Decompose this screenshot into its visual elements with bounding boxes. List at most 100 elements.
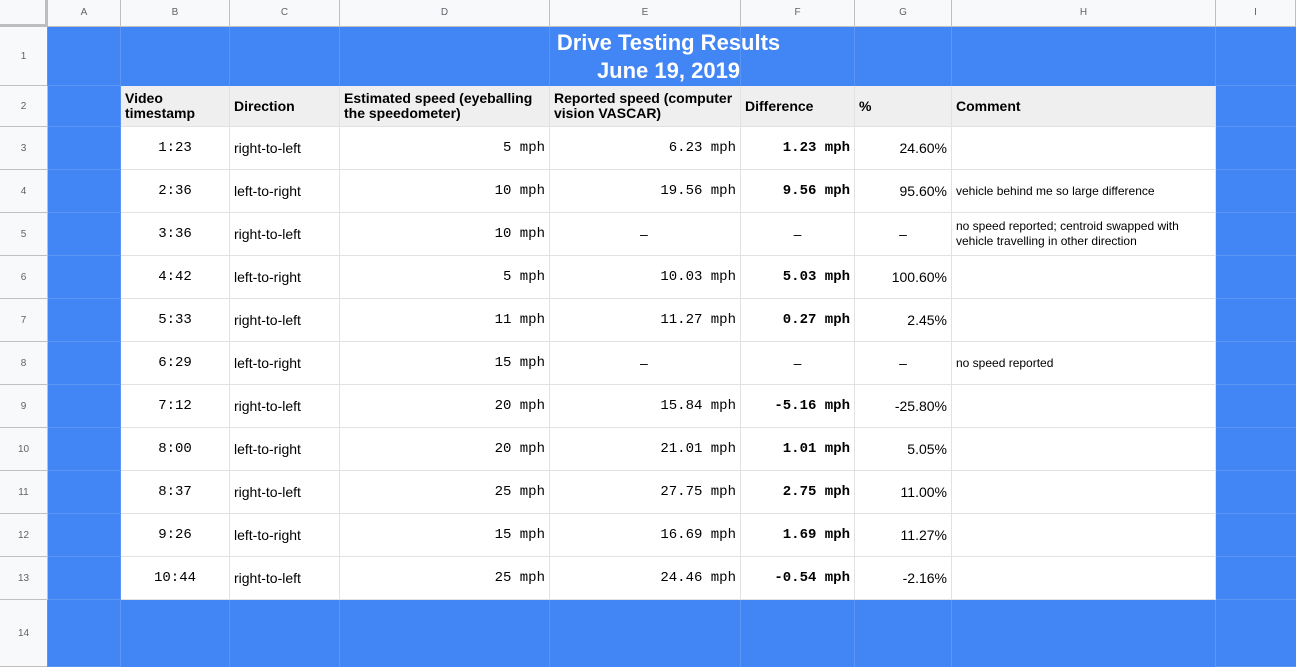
cell-comment[interactable] <box>952 127 1216 170</box>
cell-timestamp[interactable]: 1:23 <box>121 127 230 170</box>
cell-percent[interactable]: -25.80% <box>855 385 952 428</box>
cell-reported[interactable]: 27.75 mph <box>550 471 741 514</box>
cell-difference[interactable]: 9.56 mph <box>741 170 855 213</box>
row-header-11[interactable]: 11 <box>0 471 48 514</box>
header-comment[interactable]: Comment <box>952 86 1216 127</box>
cell-reported[interactable]: 24.46 mph <box>550 557 741 600</box>
cell-reported[interactable]: 15.84 mph <box>550 385 741 428</box>
cell-difference[interactable]: 1.23 mph <box>741 127 855 170</box>
cell-timestamp[interactable]: 4:42 <box>121 256 230 299</box>
cell-percent[interactable]: 11.00% <box>855 471 952 514</box>
cell-direction[interactable]: left-to-right <box>230 514 340 557</box>
cell-percent[interactable]: 11.27% <box>855 514 952 557</box>
header-difference[interactable]: Difference <box>741 86 855 127</box>
header-estimated[interactable]: Estimated speed (eyeballing the speedome… <box>340 86 550 127</box>
cell-difference[interactable]: 0.27 mph <box>741 299 855 342</box>
cell-comment[interactable] <box>952 514 1216 557</box>
cell-estimated[interactable]: 5 mph <box>340 256 550 299</box>
cell-comment[interactable] <box>952 299 1216 342</box>
column-header-i[interactable]: I <box>1216 0 1296 27</box>
cell-comment[interactable] <box>952 557 1216 600</box>
cell-estimated[interactable]: 15 mph <box>340 342 550 385</box>
cell-reported[interactable]: 21.01 mph <box>550 428 741 471</box>
header-timestamp[interactable]: Video timestamp <box>121 86 230 127</box>
cell-comment[interactable]: no speed reported <box>952 342 1216 385</box>
cell-percent[interactable]: -2.16% <box>855 557 952 600</box>
cell-percent[interactable]: 5.05% <box>855 428 952 471</box>
cell-percent[interactable]: – <box>855 342 952 385</box>
cell-timestamp[interactable]: 8:37 <box>121 471 230 514</box>
cell-timestamp[interactable]: 9:26 <box>121 514 230 557</box>
row-header-4[interactable]: 4 <box>0 170 48 213</box>
cell-reported[interactable]: 16.69 mph <box>550 514 741 557</box>
row-header-10[interactable]: 10 <box>0 428 48 471</box>
cell-direction[interactable]: right-to-left <box>230 557 340 600</box>
cell-comment[interactable]: no speed reported; centroid swapped with… <box>952 213 1216 256</box>
cell-reported[interactable]: 10.03 mph <box>550 256 741 299</box>
column-header-g[interactable]: G <box>855 0 952 27</box>
cell-timestamp[interactable]: 8:00 <box>121 428 230 471</box>
column-header-a[interactable]: A <box>48 0 121 27</box>
cell-percent[interactable]: – <box>855 213 952 256</box>
column-header-d[interactable]: D <box>340 0 550 27</box>
row-header-13[interactable]: 13 <box>0 557 48 600</box>
cell-direction[interactable]: right-to-left <box>230 213 340 256</box>
cell-reported[interactable]: 6.23 mph <box>550 127 741 170</box>
cell-direction[interactable]: right-to-left <box>230 471 340 514</box>
cell-reported[interactable]: – <box>550 213 741 256</box>
row-header-6[interactable]: 6 <box>0 256 48 299</box>
cell-estimated[interactable]: 20 mph <box>340 428 550 471</box>
cell-difference[interactable]: – <box>741 213 855 256</box>
cell-direction[interactable]: right-to-left <box>230 385 340 428</box>
cell-estimated[interactable]: 20 mph <box>340 385 550 428</box>
cell-direction[interactable]: left-to-right <box>230 428 340 471</box>
cell-difference[interactable]: -5.16 mph <box>741 385 855 428</box>
cell-direction[interactable]: left-to-right <box>230 170 340 213</box>
row-header-9[interactable]: 9 <box>0 385 48 428</box>
row-header-12[interactable]: 12 <box>0 514 48 557</box>
column-header-h[interactable]: H <box>952 0 1216 27</box>
header-direction[interactable]: Direction <box>230 86 340 127</box>
cell-timestamp[interactable]: 5:33 <box>121 299 230 342</box>
cell-difference[interactable]: – <box>741 342 855 385</box>
cell-reported[interactable]: 11.27 mph <box>550 299 741 342</box>
header-reported[interactable]: Reported speed (computer vision VASCAR) <box>550 86 741 127</box>
cell-percent[interactable]: 95.60% <box>855 170 952 213</box>
cell-timestamp[interactable]: 2:36 <box>121 170 230 213</box>
cell-estimated[interactable]: 5 mph <box>340 127 550 170</box>
cell-comment[interactable] <box>952 385 1216 428</box>
cell-estimated[interactable]: 11 mph <box>340 299 550 342</box>
row-header-14[interactable]: 14 <box>0 600 48 667</box>
cell-timestamp[interactable]: 10:44 <box>121 557 230 600</box>
cell-timestamp[interactable]: 6:29 <box>121 342 230 385</box>
cell-direction[interactable]: right-to-left <box>230 127 340 170</box>
cell-comment[interactable] <box>952 256 1216 299</box>
cell-difference[interactable]: 5.03 mph <box>741 256 855 299</box>
cell-timestamp[interactable]: 7:12 <box>121 385 230 428</box>
cell-estimated[interactable]: 10 mph <box>340 213 550 256</box>
cell-comment[interactable]: vehicle behind me so large difference <box>952 170 1216 213</box>
cell-direction[interactable]: left-to-right <box>230 256 340 299</box>
cell-reported[interactable]: 19.56 mph <box>550 170 741 213</box>
column-header-c[interactable]: C <box>230 0 340 27</box>
column-header-e[interactable]: E <box>550 0 741 27</box>
cell-estimated[interactable]: 25 mph <box>340 471 550 514</box>
cell-estimated[interactable]: 15 mph <box>340 514 550 557</box>
cell-difference[interactable]: -0.54 mph <box>741 557 855 600</box>
cell-difference[interactable]: 2.75 mph <box>741 471 855 514</box>
column-header-b[interactable]: B <box>121 0 230 27</box>
cell-reported[interactable]: – <box>550 342 741 385</box>
row-header-8[interactable]: 8 <box>0 342 48 385</box>
select-all-corner[interactable] <box>0 0 48 27</box>
cell-percent[interactable]: 2.45% <box>855 299 952 342</box>
row-header-1[interactable]: 1 <box>0 27 48 86</box>
row-header-3[interactable]: 3 <box>0 127 48 170</box>
column-header-f[interactable]: F <box>741 0 855 27</box>
row-header-5[interactable]: 5 <box>0 213 48 256</box>
cell-difference[interactable]: 1.69 mph <box>741 514 855 557</box>
cell-percent[interactable]: 100.60% <box>855 256 952 299</box>
cell-comment[interactable] <box>952 428 1216 471</box>
cell-comment[interactable] <box>952 471 1216 514</box>
row-header-7[interactable]: 7 <box>0 299 48 342</box>
cell-direction[interactable]: left-to-right <box>230 342 340 385</box>
